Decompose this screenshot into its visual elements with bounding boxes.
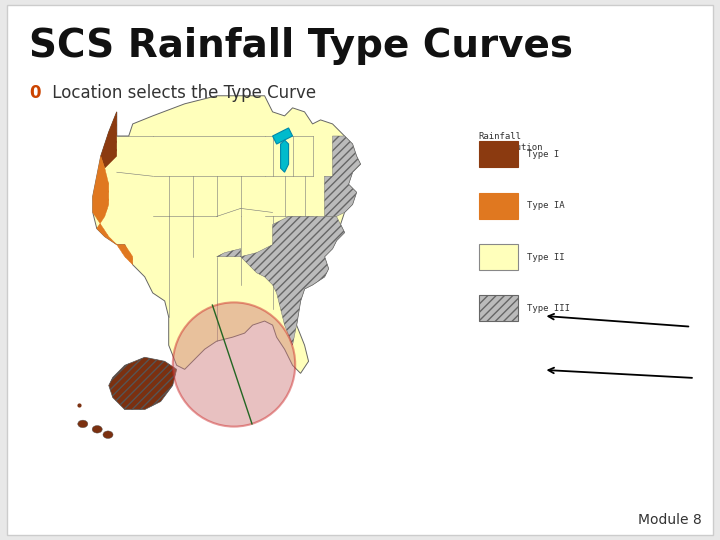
Polygon shape	[101, 112, 117, 168]
FancyBboxPatch shape	[479, 193, 518, 219]
Polygon shape	[93, 96, 361, 373]
Text: Rainfall
Distribution: Rainfall Distribution	[479, 132, 544, 152]
Text: Type IA: Type IA	[527, 201, 564, 210]
Circle shape	[92, 426, 102, 433]
Text: Type III: Type III	[527, 304, 570, 313]
FancyBboxPatch shape	[479, 295, 518, 321]
Polygon shape	[325, 136, 361, 217]
Text: SCS Rainfall Type Curves: SCS Rainfall Type Curves	[29, 27, 573, 65]
Polygon shape	[273, 128, 292, 144]
Text: 0: 0	[29, 84, 40, 102]
Circle shape	[103, 431, 113, 438]
Polygon shape	[217, 217, 345, 345]
Text: Location selects the Type Curve: Location selects the Type Curve	[47, 84, 316, 102]
Circle shape	[78, 420, 88, 428]
FancyBboxPatch shape	[7, 5, 713, 535]
Text: Module 8: Module 8	[638, 512, 702, 526]
Ellipse shape	[173, 302, 295, 427]
Text: Type II: Type II	[527, 253, 564, 261]
Polygon shape	[281, 140, 289, 172]
Polygon shape	[109, 357, 176, 409]
Polygon shape	[93, 156, 132, 265]
FancyBboxPatch shape	[479, 244, 518, 270]
FancyBboxPatch shape	[479, 141, 518, 167]
Text: Type I: Type I	[527, 150, 559, 159]
